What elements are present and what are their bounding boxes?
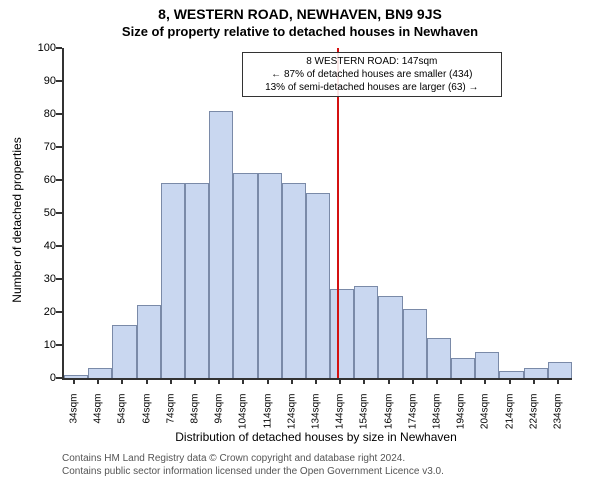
xtick-label: 224sqm (528, 394, 539, 434)
ytick-mark (56, 344, 62, 346)
footer-line-1: Contains HM Land Registry data © Crown c… (62, 452, 444, 465)
annotation-box: 8 WESTERN ROAD: 147sqm← 87% of detached … (242, 52, 502, 97)
xtick-mark (146, 378, 148, 384)
histogram-bar (209, 111, 233, 378)
xtick-label: 64sqm (141, 394, 152, 434)
ytick-label: 70 (26, 141, 56, 153)
plot-area: 8 WESTERN ROAD: 147sqm← 87% of detached … (62, 48, 572, 380)
xtick-label: 104sqm (238, 394, 249, 434)
page-subtitle: Size of property relative to detached ho… (0, 22, 600, 39)
xtick-mark (484, 378, 486, 384)
ytick-mark (56, 146, 62, 148)
histogram-bar (282, 183, 306, 378)
histogram-bar (499, 371, 523, 378)
xtick-mark (121, 378, 123, 384)
xtick-mark (509, 378, 511, 384)
ytick-mark (56, 212, 62, 214)
histogram-bar (258, 173, 282, 378)
histogram-bar (451, 358, 475, 378)
xtick-label: 134sqm (311, 394, 322, 434)
xtick-mark (194, 378, 196, 384)
chart-container: 8, WESTERN ROAD, NEWHAVEN, BN9 9JS Size … (0, 0, 600, 500)
xtick-mark (218, 378, 220, 384)
ytick-mark (56, 47, 62, 49)
footer-attribution: Contains HM Land Registry data © Crown c… (62, 452, 444, 478)
ytick-mark (56, 377, 62, 379)
xtick-mark (291, 378, 293, 384)
histogram-bar (427, 338, 451, 378)
xtick-label: 34sqm (69, 394, 80, 434)
page-title: 8, WESTERN ROAD, NEWHAVEN, BN9 9JS (0, 0, 600, 22)
histogram-bar (137, 305, 161, 378)
annotation-line: 8 WESTERN ROAD: 147sqm (247, 55, 497, 68)
histogram-bar (475, 352, 499, 378)
histogram-bar (64, 375, 88, 378)
xtick-label: 124sqm (286, 394, 297, 434)
xtick-label: 94sqm (214, 394, 225, 434)
footer-line-2: Contains public sector information licen… (62, 465, 444, 478)
xtick-label: 234sqm (552, 394, 563, 434)
histogram-bar (330, 289, 354, 378)
histogram-bar (548, 362, 572, 379)
xtick-mark (363, 378, 365, 384)
xtick-label: 184sqm (431, 394, 442, 434)
ytick-mark (56, 245, 62, 247)
xtick-mark (557, 378, 559, 384)
y-axis-label: Number of detached properties (10, 120, 24, 320)
histogram-bar (185, 183, 209, 378)
histogram-bar (112, 325, 136, 378)
histogram-bar (403, 309, 427, 378)
xtick-label: 204sqm (480, 394, 491, 434)
xtick-mark (533, 378, 535, 384)
ytick-label: 100 (26, 42, 56, 54)
ytick-label: 30 (26, 273, 56, 285)
histogram-bar (524, 368, 548, 378)
xtick-label: 74sqm (165, 394, 176, 434)
xtick-label: 194sqm (456, 394, 467, 434)
xtick-mark (242, 378, 244, 384)
histogram-bar (378, 296, 402, 379)
xtick-label: 164sqm (383, 394, 394, 434)
xtick-mark (73, 378, 75, 384)
histogram-bar (88, 368, 112, 378)
marker-line (337, 48, 339, 378)
ytick-mark (56, 179, 62, 181)
ytick-mark (56, 278, 62, 280)
histogram-bar (161, 183, 185, 378)
xtick-mark (315, 378, 317, 384)
ytick-mark (56, 113, 62, 115)
ytick-label: 60 (26, 174, 56, 186)
annotation-line: 13% of semi-detached houses are larger (… (247, 81, 497, 94)
ytick-mark (56, 80, 62, 82)
ytick-label: 50 (26, 207, 56, 219)
xtick-label: 44sqm (93, 394, 104, 434)
ytick-label: 20 (26, 306, 56, 318)
xtick-label: 154sqm (359, 394, 370, 434)
xtick-mark (170, 378, 172, 384)
xtick-mark (460, 378, 462, 384)
ytick-label: 90 (26, 75, 56, 87)
ytick-label: 0 (26, 372, 56, 384)
annotation-line: ← 87% of detached houses are smaller (43… (247, 68, 497, 81)
xtick-mark (267, 378, 269, 384)
xtick-label: 174sqm (407, 394, 418, 434)
histogram-bar (354, 286, 378, 378)
ytick-label: 80 (26, 108, 56, 120)
histogram-bar (233, 173, 257, 378)
ytick-label: 40 (26, 240, 56, 252)
histogram-bar (306, 193, 330, 378)
xtick-mark (412, 378, 414, 384)
xtick-label: 84sqm (190, 394, 201, 434)
xtick-mark (339, 378, 341, 384)
xtick-label: 144sqm (335, 394, 346, 434)
xtick-mark (436, 378, 438, 384)
xtick-label: 214sqm (504, 394, 515, 434)
ytick-label: 10 (26, 339, 56, 351)
xtick-label: 114sqm (262, 394, 273, 434)
xtick-mark (97, 378, 99, 384)
xtick-mark (388, 378, 390, 384)
ytick-mark (56, 311, 62, 313)
xtick-label: 54sqm (117, 394, 128, 434)
